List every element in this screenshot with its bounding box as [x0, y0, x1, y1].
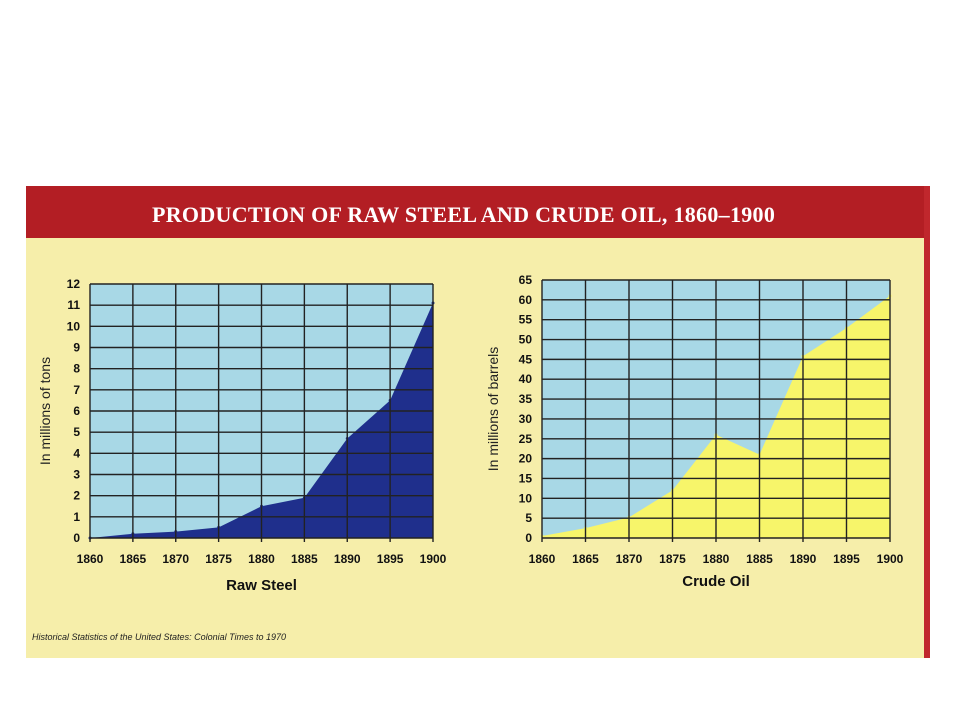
oil-y-tick-label: 45 — [519, 352, 533, 366]
oil-x-tick-label: 1880 — [703, 552, 730, 566]
oil-y-tick-label: 15 — [519, 471, 533, 485]
oil-x-tick-label: 1870 — [616, 552, 643, 566]
oil-y-tick-label: 50 — [519, 333, 533, 347]
oil-y-tick-label: 30 — [519, 412, 533, 426]
steel-x-tick-label: 1870 — [162, 552, 189, 566]
title-banner: PRODUCTION OF RAW STEEL AND CRUDE OIL, 1… — [26, 186, 924, 238]
steel-x-tick-label: 1885 — [291, 552, 318, 566]
steel-x-tick-label: 1890 — [334, 552, 361, 566]
oil-y-tick-label: 10 — [519, 491, 533, 505]
oil-y-tick-label: 0 — [525, 531, 532, 545]
steel-y-tick-label: 5 — [73, 425, 80, 439]
steel-y-tick-label: 4 — [73, 446, 80, 460]
steel-y-tick-label: 6 — [73, 404, 80, 418]
oil-y-tick-label: 60 — [519, 293, 533, 307]
steel-y-tick-label: 9 — [73, 341, 80, 355]
steel-y-tick-label: 0 — [73, 531, 80, 545]
oil-y-tick-label: 35 — [519, 392, 533, 406]
steel-x-tick-label: 1860 — [77, 552, 104, 566]
oil-y-tick-label: 55 — [519, 313, 533, 327]
figure-title: PRODUCTION OF RAW STEEL AND CRUDE OIL, 1… — [152, 202, 776, 227]
oil-y-tick-label: 5 — [525, 511, 532, 525]
steel-y-tick-label: 8 — [73, 362, 80, 376]
steel-y-tick-label: 10 — [67, 319, 81, 333]
oil-x-axis-title: Crude Oil — [682, 573, 750, 590]
steel-x-tick-label: 1865 — [120, 552, 147, 566]
source-note: Historical Statistics of the United Stat… — [32, 632, 287, 642]
oil-x-tick-label: 1860 — [529, 552, 556, 566]
steel-x-tick-label: 1880 — [248, 552, 275, 566]
steel-x-tick-label: 1895 — [377, 552, 404, 566]
oil-x-tick-label: 1890 — [790, 552, 817, 566]
steel-y-tick-label: 2 — [73, 489, 80, 503]
oil-x-tick-label: 1900 — [877, 552, 904, 566]
steel-x-tick-label: 1875 — [205, 552, 232, 566]
oil-y-tick-label: 20 — [519, 452, 533, 466]
steel-y-tick-label: 7 — [73, 383, 80, 397]
steel-x-tick-label: 1900 — [420, 552, 447, 566]
oil-x-tick-label: 1865 — [572, 552, 599, 566]
steel-x-axis-title: Raw Steel — [226, 577, 297, 594]
steel-y-axis-title: In millions of tons — [37, 357, 53, 465]
oil-x-tick-label: 1875 — [659, 552, 686, 566]
oil-x-tick-label: 1895 — [833, 552, 860, 566]
oil-y-tick-label: 25 — [519, 432, 533, 446]
oil-x-tick-label: 1885 — [746, 552, 773, 566]
oil-y-tick-label: 65 — [519, 273, 533, 287]
steel-y-tick-label: 12 — [67, 277, 81, 291]
steel-y-tick-label: 1 — [73, 510, 80, 524]
oil-y-tick-label: 40 — [519, 372, 533, 386]
steel-y-tick-label: 11 — [67, 298, 80, 312]
steel-y-tick-label: 3 — [73, 468, 80, 482]
oil-y-axis-title: In millions of barrels — [485, 347, 501, 472]
